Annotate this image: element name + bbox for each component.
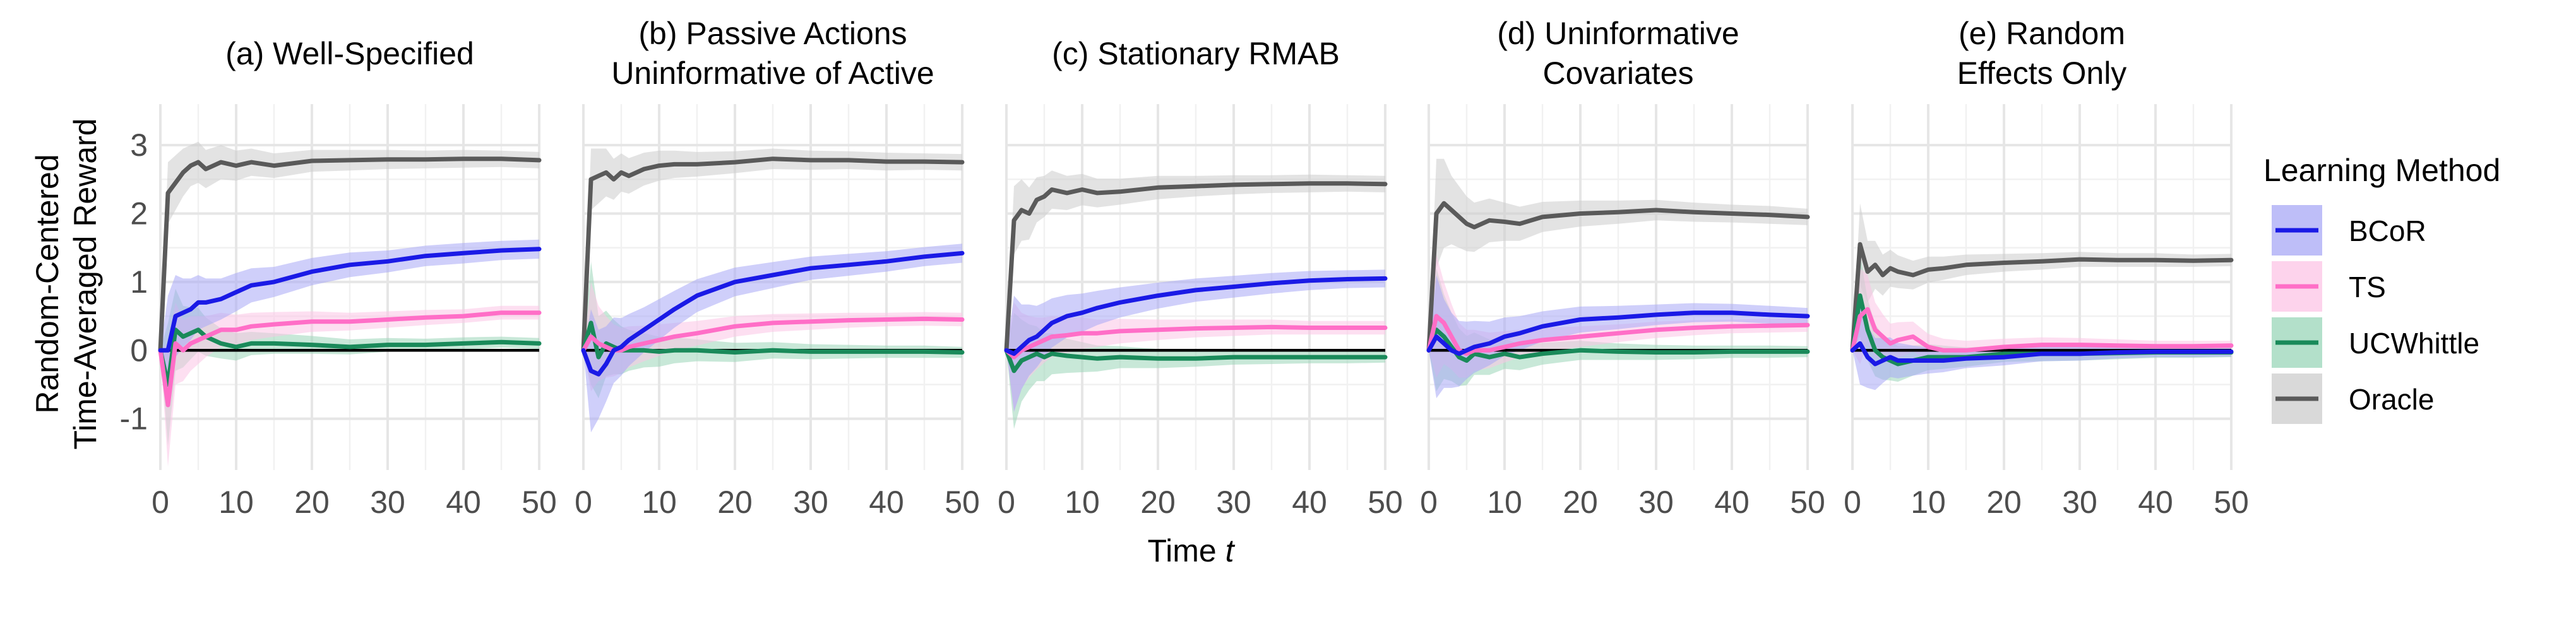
x-axis-title-text: Time	[1147, 533, 1225, 568]
y-tick-label: -1	[120, 401, 148, 437]
y-axis-title: Random-Centered Time-Averaged Reward	[30, 118, 103, 449]
y-tick-label: 2	[130, 196, 148, 231]
legend-item-label: Oracle	[2349, 383, 2434, 416]
x-tick-label: 40	[1292, 485, 1327, 520]
series-line-oracle	[1850, 242, 2234, 353]
legend: Learning Method BCoR TS UCWhittle Oracle	[2263, 153, 2500, 424]
band-oracle	[1006, 170, 1385, 351]
legend-item-label: UCWhittle	[2349, 327, 2479, 360]
band-oracle	[583, 148, 962, 351]
series-line-ucwhittle	[1426, 327, 1810, 363]
panel-title: Effects Only	[1957, 56, 2127, 91]
x-tick-label: 0	[1420, 485, 1438, 520]
y-tick-label: 0	[130, 332, 148, 368]
y-tick-label: 1	[130, 264, 148, 300]
panel-title: Covariates	[1543, 56, 1694, 91]
panels: 0 10 20 30 40 50 -1 0 1 2 3 (a) Well-Specified 0 10 20…	[120, 16, 2249, 520]
panel-title: Uninformative of Active	[611, 56, 934, 91]
x-tick-label: 50	[1368, 485, 1403, 520]
x-tick-label: 0	[152, 485, 169, 520]
series-line-ts	[1004, 324, 1388, 360]
x-tick-label: 30	[793, 485, 828, 520]
panel-4: 0 10 20 30 40 50 (d) Uninformative Covariates	[1420, 16, 1825, 520]
band-ucwhittle	[1006, 312, 1385, 429]
band-ucwhittle	[1429, 268, 1808, 392]
x-tick-label: 40	[446, 485, 481, 520]
panel-2: 0 10 20 30 40 50 (b) Passive Actions Uninformat…	[575, 16, 980, 520]
band-bcor	[583, 244, 962, 433]
series-line-ucwhittle	[1004, 348, 1388, 373]
series-line-bcor	[1850, 341, 2234, 367]
panel-4-grid	[1428, 104, 1809, 470]
band-ts	[1006, 302, 1385, 412]
series-line-oracle	[158, 156, 542, 353]
series-line-oracle	[1004, 181, 1388, 353]
series-line-ts	[1426, 314, 1810, 356]
panel-title: (c) Stationary RMAB	[1052, 36, 1340, 71]
x-tick-label: 10	[641, 485, 677, 520]
panel-title: (b) Passive Actions	[638, 16, 907, 51]
panel-1: 0 10 20 30 40 50 -1 0 1 2 3 (a) Well-Specified	[120, 36, 557, 520]
series-line-bcor	[158, 247, 542, 353]
x-tick-label: 20	[294, 485, 330, 520]
legend-item-label: BCoR	[2349, 215, 2426, 247]
legend-item-label: TS	[2349, 271, 2386, 303]
x-tick-label: 20	[1986, 485, 2022, 520]
band-ts	[1852, 268, 2231, 364]
x-tick-label: 40	[869, 485, 904, 520]
panel-title: (d) Uninformative	[1497, 16, 1739, 51]
x-tick-label: 20	[1140, 485, 1176, 520]
x-tick-label: 50	[522, 485, 557, 520]
series-line-ts	[1850, 307, 2234, 353]
panel-3: 0 10 20 30 40 50 (c) Stationary RMAB	[998, 36, 1403, 520]
series-line-ts	[158, 310, 542, 408]
legend-item-bcor: BCoR	[2272, 205, 2426, 256]
panel-title: (e) Random	[1959, 16, 2125, 51]
x-tick-label: 0	[575, 485, 592, 520]
legend-item-ucwhittle: UCWhittle	[2272, 317, 2479, 368]
x-tick-label: 10	[1064, 485, 1100, 520]
series-line-bcor	[1426, 310, 1810, 356]
legend-title: Learning Method	[2263, 153, 2500, 188]
band-bcor	[160, 239, 539, 405]
series-line-ucwhittle	[158, 327, 542, 387]
x-tick-label: 20	[1563, 485, 1598, 520]
y-axis-title-line-1: Random-Centered	[30, 154, 65, 413]
y-tick-label: 3	[130, 127, 148, 163]
x-tick-label: 50	[945, 485, 980, 520]
x-tick-label: 50	[1790, 485, 1825, 520]
x-tick-label: 10	[218, 485, 254, 520]
x-tick-label: 10	[1487, 485, 1522, 520]
series-line-bcor	[1004, 276, 1388, 356]
x-tick-label: 30	[370, 485, 405, 520]
series-line-ts	[581, 316, 965, 353]
x-tick-label: 0	[998, 485, 1015, 520]
panel-5: 0 10 20 30 40 50 (e) Random Effects Only	[1844, 16, 2249, 520]
x-tick-label: 50	[2214, 485, 2249, 520]
x-tick-label: 30	[2062, 485, 2097, 520]
panel-title: (a) Well-Specified	[225, 36, 474, 71]
band-bcor	[1429, 275, 1808, 399]
x-tick-label: 40	[1714, 485, 1750, 520]
y-axis-title-line-2: Time-Averaged Reward	[68, 118, 103, 449]
x-tick-label: 20	[717, 485, 753, 520]
x-tick-label: 40	[2138, 485, 2173, 520]
series-line-oracle	[581, 156, 965, 353]
x-tick-label: 30	[1216, 485, 1251, 520]
x-tick-label: 30	[1638, 485, 1674, 520]
x-tick-label: 0	[1844, 485, 1861, 520]
series-line-bcor	[581, 250, 965, 377]
legend-item-ts: TS	[2272, 261, 2386, 312]
legend-item-oracle: Oracle	[2272, 373, 2434, 424]
x-axis-title-variable: t	[1225, 533, 1236, 568]
band-oracle	[1852, 203, 2231, 351]
band-oracle	[1429, 158, 1808, 351]
x-axis-title: Time t	[1147, 533, 1235, 568]
x-tick-label: 10	[1911, 485, 1946, 520]
series-line-oracle	[1426, 201, 1810, 353]
